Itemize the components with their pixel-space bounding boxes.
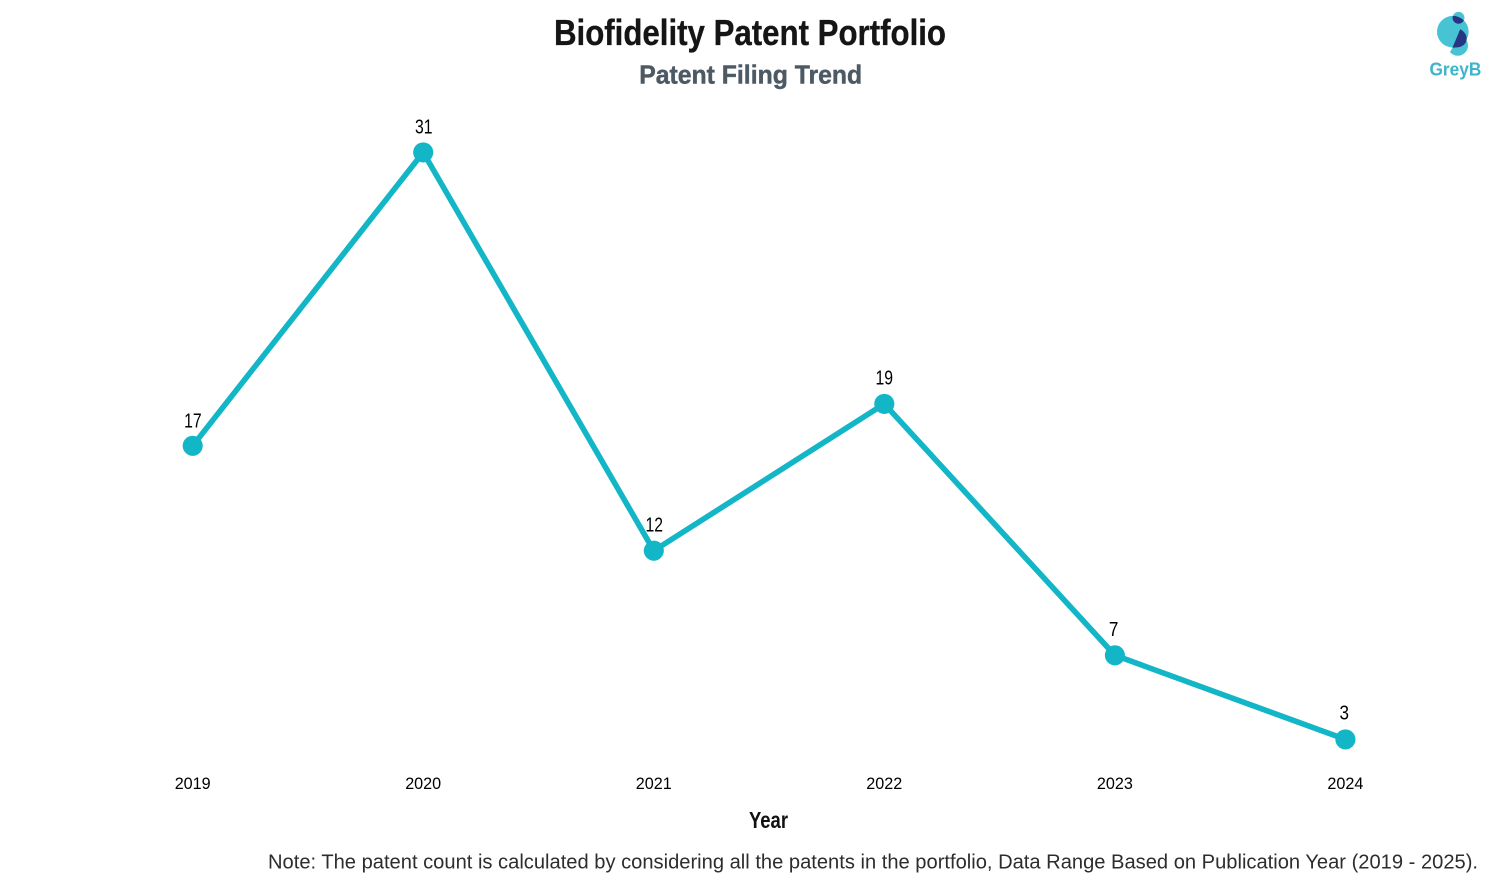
svg-text:17: 17 [184, 410, 202, 432]
svg-text:19: 19 [876, 368, 894, 390]
svg-text:Biofidelity Patent Portfolio: Biofidelity Patent Portfolio [554, 12, 946, 53]
svg-text:7: 7 [1109, 619, 1119, 641]
svg-text:Year: Year [749, 807, 788, 833]
svg-text:2022: 2022 [866, 774, 902, 793]
svg-text:2019: 2019 [175, 774, 211, 793]
svg-text:Patent Filing Trend: Patent Filing Trend [639, 61, 862, 89]
svg-text:2021: 2021 [636, 774, 672, 793]
svg-text:GreyB: GreyB [1430, 59, 1482, 80]
svg-text:2024: 2024 [1327, 774, 1363, 793]
svg-text:Note: The patent count is calc: Note: The patent count is calculated by … [268, 851, 1478, 873]
svg-text:12: 12 [645, 514, 663, 536]
svg-text:2020: 2020 [405, 774, 441, 793]
svg-text:2023: 2023 [1097, 774, 1133, 793]
svg-text:3: 3 [1340, 702, 1350, 724]
svg-text:31: 31 [415, 117, 433, 139]
